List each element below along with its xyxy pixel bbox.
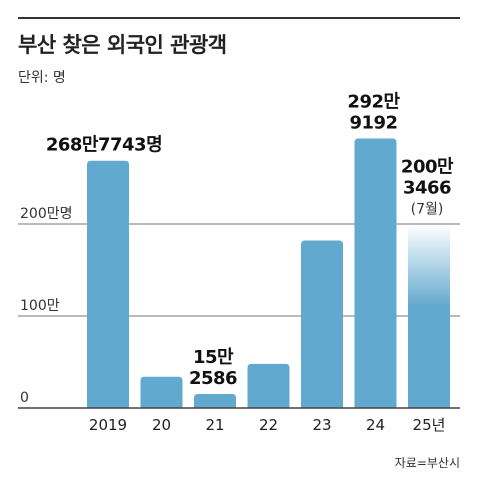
y-tick-label: 0 [20, 390, 29, 406]
bar-2019 [87, 160, 129, 408]
x-tick-label: 22 [259, 416, 278, 434]
x-tick-label: 25년 [413, 416, 446, 434]
bar-23 [301, 240, 343, 408]
data-label: 2586 [189, 368, 237, 389]
bar-21 [194, 393, 236, 408]
data-label: 292만 [347, 92, 400, 113]
x-tick-label: 2019 [89, 416, 127, 434]
data-label: 15만 [193, 347, 234, 368]
data-label: 9192 [349, 113, 397, 134]
source-note: 자료=부산시 [394, 456, 460, 470]
x-tick-label: 24 [366, 416, 385, 434]
data-label: 200만 [401, 157, 454, 178]
y-tick-label: 200만명 [20, 206, 72, 222]
data-label: 3466 [403, 178, 451, 199]
data-label: 268만7743명 [46, 135, 162, 156]
x-tick-label: 21 [205, 416, 224, 434]
unit-label: 단위: 명 [18, 70, 66, 86]
y-tick-label: 100만 [20, 298, 60, 314]
x-tick-label: 20 [152, 416, 171, 434]
x-tick-label: 23 [312, 416, 331, 434]
bar-20 [140, 376, 183, 408]
chart-title: 부산 찾은 외국인 관광객 [18, 33, 227, 57]
top-rule [18, 17, 460, 19]
bar-24 [354, 138, 397, 408]
bar-22 [247, 363, 290, 408]
bar-25년 [408, 223, 450, 408]
data-label-note: (7월) [411, 202, 444, 218]
